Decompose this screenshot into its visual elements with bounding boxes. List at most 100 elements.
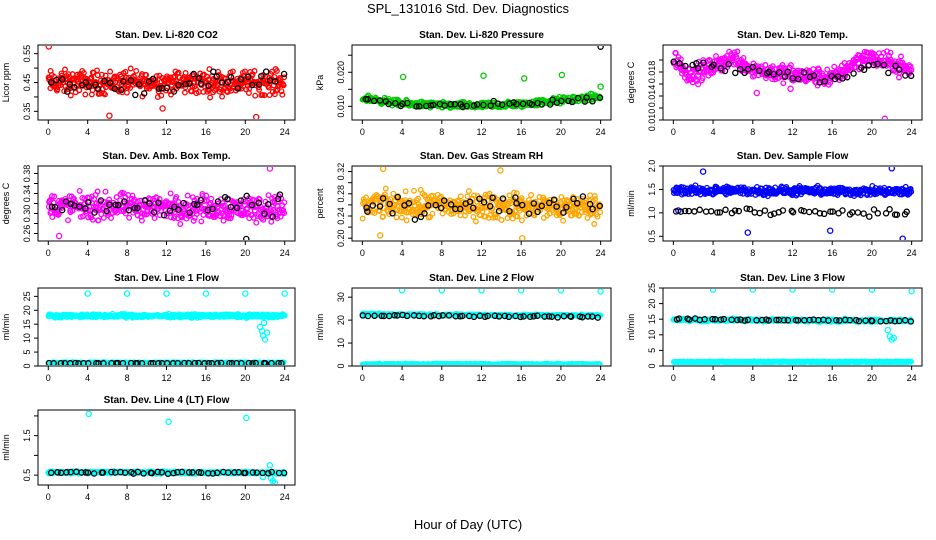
data-point [526, 313, 534, 320]
data-point [565, 97, 572, 105]
x-tick-label: 24 [907, 373, 917, 383]
data-point [390, 190, 397, 197]
outlier-point [399, 73, 407, 81]
outlier-point [266, 167, 274, 172]
data-point [190, 200, 198, 208]
data-point [824, 66, 831, 73]
data-point [887, 49, 894, 56]
data-point [486, 190, 493, 197]
data-point [65, 71, 72, 78]
panel-title: Stan. Dev. Sample Flow [737, 151, 849, 162]
data-point [860, 210, 867, 217]
y-tick-label: 10 [647, 330, 657, 340]
data-series [670, 167, 915, 240]
data-point [694, 65, 702, 72]
data-point [103, 207, 110, 215]
data-point [182, 81, 189, 88]
data-point [670, 58, 677, 66]
data-point [536, 194, 543, 200]
data-point [275, 198, 282, 205]
data-point [281, 312, 288, 319]
data-point [512, 194, 519, 201]
data-point [470, 102, 478, 109]
data-point [217, 359, 225, 365]
data-point [251, 68, 258, 74]
data-point [907, 185, 914, 192]
data-point [265, 84, 272, 91]
x-tick-label: 20 [867, 248, 877, 258]
data-point [459, 103, 466, 111]
data-point [489, 194, 496, 202]
data-point [789, 208, 797, 216]
x-tick-label: 16 [201, 127, 211, 137]
x-tick-label: 8 [750, 248, 755, 258]
data-point [278, 359, 285, 365]
data-point [685, 207, 693, 215]
x-tick-label: 0 [360, 127, 365, 137]
outlier-point [888, 167, 896, 172]
data-point [480, 101, 487, 109]
data-point [155, 199, 162, 207]
x-tick-label: 16 [827, 127, 837, 137]
data-point [421, 210, 428, 217]
data-point [597, 209, 604, 216]
y-tick-label: 0.55 [22, 45, 32, 63]
outlier-point [694, 80, 702, 88]
data-point [269, 213, 276, 220]
data-point [364, 95, 372, 103]
data-point [53, 207, 59, 214]
data-point [568, 98, 576, 106]
outlier-point [890, 334, 898, 342]
data-series [670, 289, 915, 343]
data-point [190, 217, 197, 224]
x-tick-label: 16 [516, 248, 526, 258]
data-point [158, 92, 165, 99]
panel-title: Stan. Dev. Amb. Box Temp. [102, 151, 230, 162]
y-tick-label: 0.26 [22, 225, 32, 243]
data-point [682, 62, 689, 70]
data-point [155, 85, 163, 92]
data-point [696, 206, 703, 214]
data-point [866, 213, 873, 220]
data-point [710, 61, 717, 69]
data-point [472, 218, 479, 225]
data-point [755, 67, 763, 74]
outlier-point [252, 113, 260, 119]
y-tick-label: 0.30 [22, 205, 32, 223]
data-point [885, 69, 892, 77]
data-series [47, 68, 288, 99]
x-tick-label: 8 [125, 248, 130, 258]
data-point [243, 192, 250, 200]
data-point [175, 81, 182, 89]
data-point [534, 312, 541, 319]
data-point [779, 207, 787, 214]
data-point [53, 76, 60, 84]
outlier-point [398, 289, 406, 294]
chart-panel: Stan. Dev. Li-820 Temp.degrees C0 4 8 12 16 2… [626, 30, 923, 137]
x-tick-label: 0 [671, 248, 676, 258]
data-point [191, 359, 199, 365]
data-point [530, 200, 538, 207]
data-point [860, 66, 868, 74]
data-point [114, 201, 122, 209]
data-point [509, 209, 516, 215]
point-layer [359, 46, 604, 111]
data-point [456, 205, 464, 213]
x-tick-label: 4 [400, 373, 405, 383]
data-point [725, 60, 732, 68]
data-point [506, 207, 513, 215]
outlier-point [163, 290, 170, 297]
data-point [149, 75, 157, 83]
data-point [190, 70, 197, 78]
y-tick-label: 10 [336, 338, 346, 348]
data-point [816, 210, 824, 217]
data-point [716, 209, 724, 216]
data-point [69, 207, 76, 214]
data-point [734, 48, 741, 55]
data-point [429, 101, 437, 109]
data-point [201, 198, 208, 205]
outlier-point [497, 167, 504, 174]
data-point [741, 69, 748, 77]
